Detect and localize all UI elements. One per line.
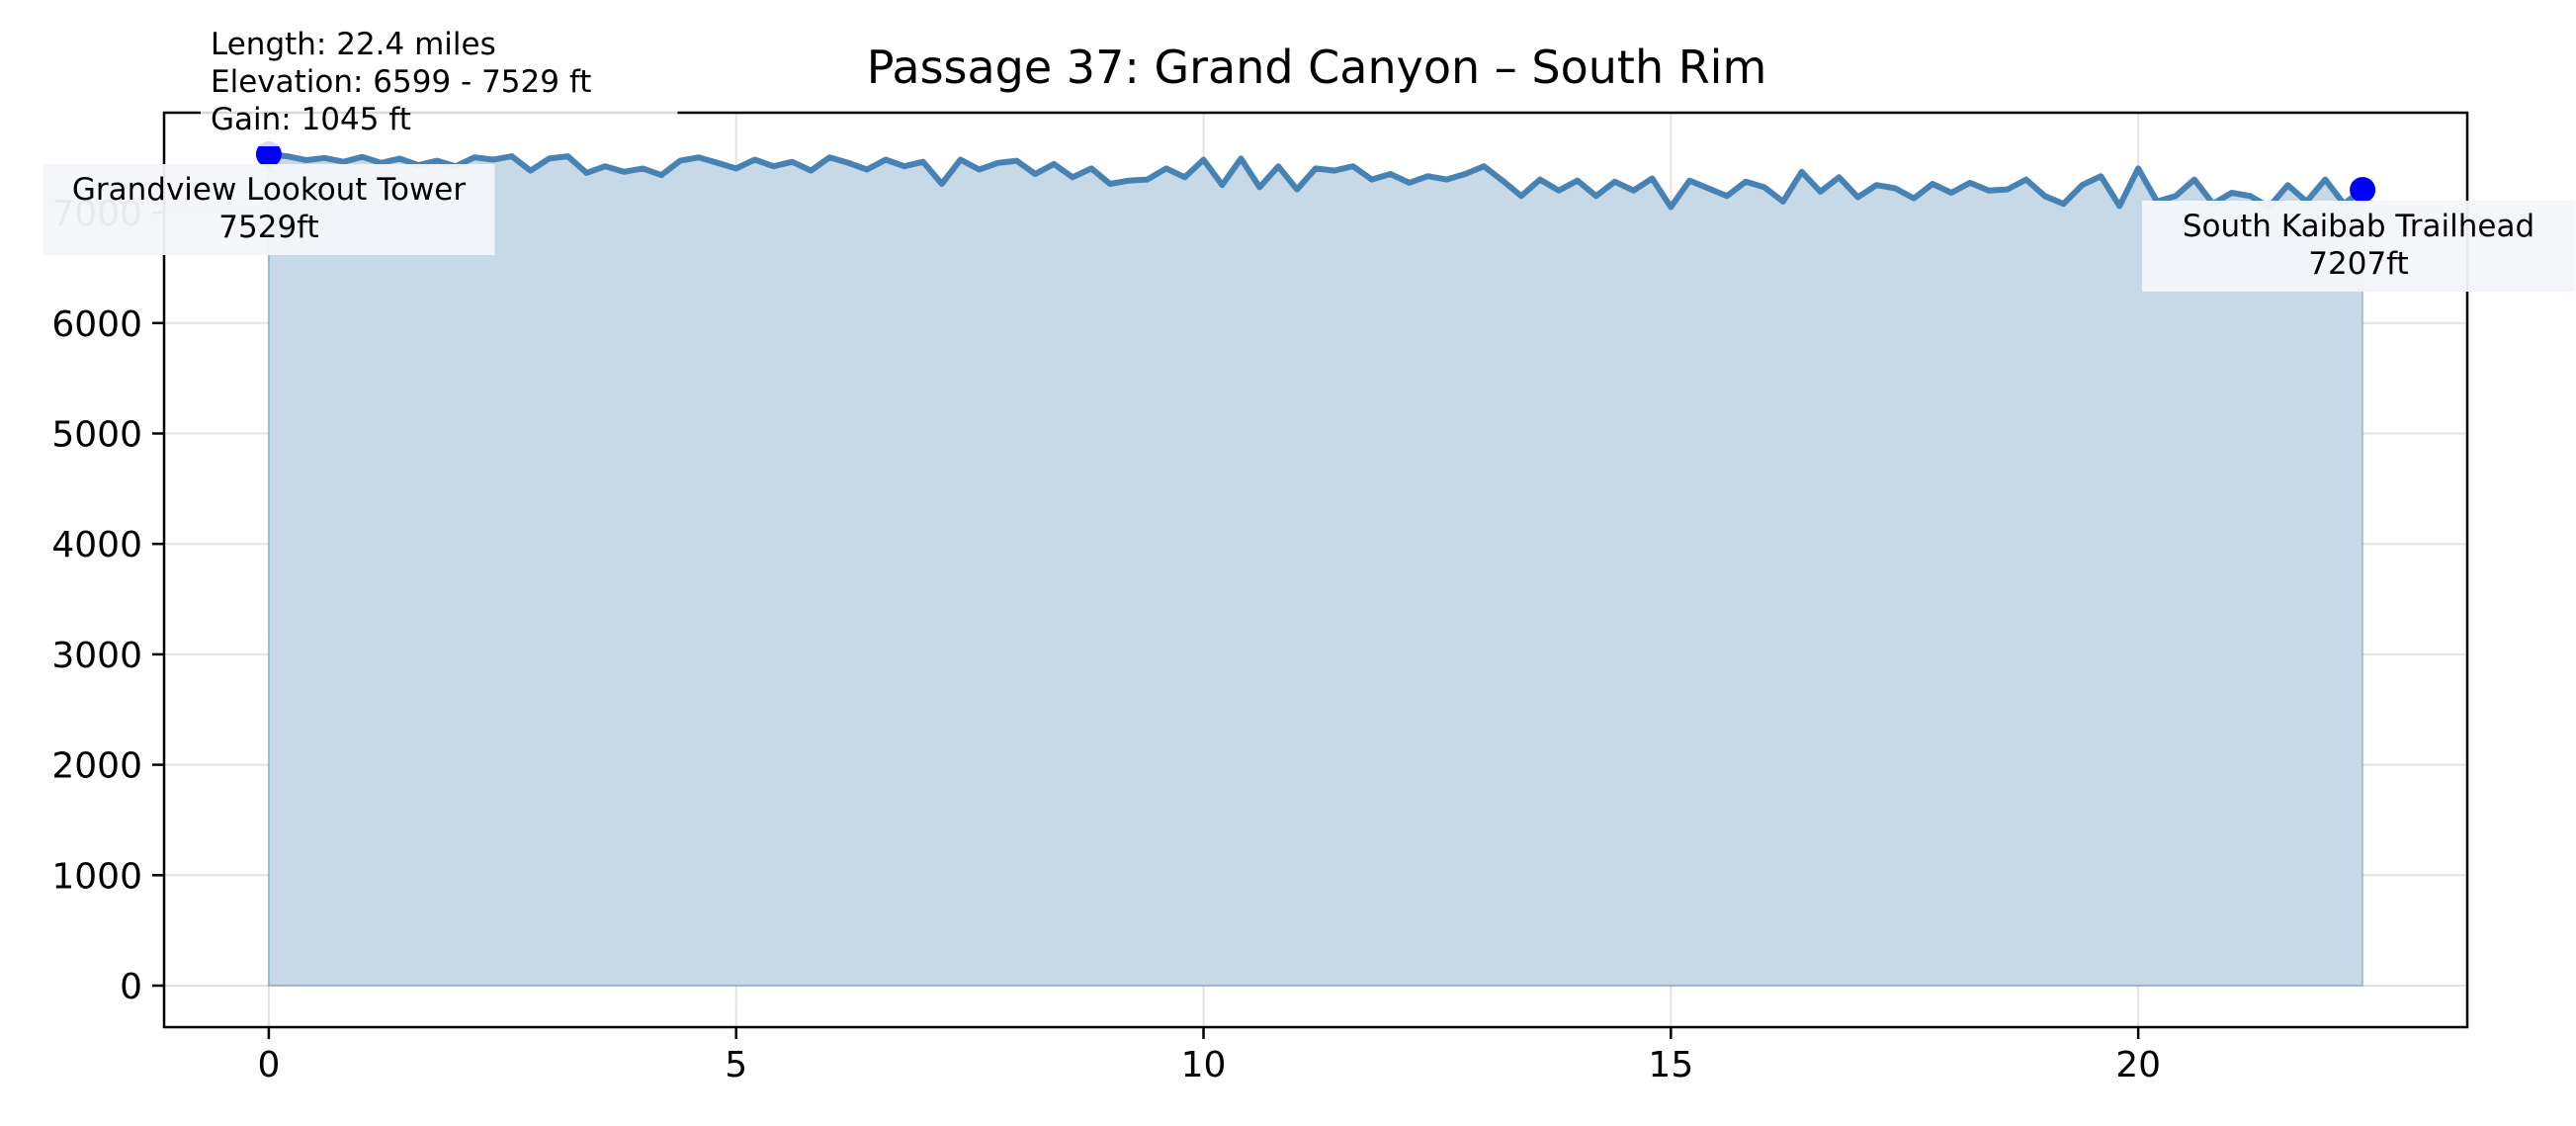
stats-box-background bbox=[201, 18, 678, 146]
waypoint-marker bbox=[255, 140, 282, 167]
x-tick-label: 20 bbox=[2115, 1045, 2161, 1085]
x-tick-label: 10 bbox=[1181, 1045, 1227, 1085]
stats-line: Elevation: 6599 - 7529 ft bbox=[211, 64, 591, 100]
elevation-area bbox=[267, 152, 2364, 987]
chart-title: Passage 37: Grand Canyon – South Rim bbox=[867, 41, 1767, 94]
x-tick-label: 0 bbox=[257, 1045, 280, 1085]
stats-line: Gain: 1045 ft bbox=[211, 102, 411, 137]
waypoint-annotation-box bbox=[43, 164, 495, 255]
waypoint-elevation: 7207ft bbox=[2308, 246, 2408, 282]
y-tick-label: 3000 bbox=[51, 636, 142, 676]
waypoint-annotation-box bbox=[2142, 201, 2575, 292]
y-tick-label: 4000 bbox=[51, 525, 142, 565]
waypoint-markers bbox=[255, 140, 2376, 203]
y-tick-label: 2000 bbox=[51, 746, 142, 787]
y-tick-label: 5000 bbox=[51, 414, 142, 455]
y-tick-label: 6000 bbox=[51, 304, 142, 345]
x-tick-label: 15 bbox=[1648, 1045, 1693, 1085]
waypoint-name: Grandview Lookout Tower bbox=[72, 172, 467, 208]
waypoint-elevation: 7529ft bbox=[218, 210, 318, 245]
y-tick-label: 1000 bbox=[51, 856, 142, 897]
waypoint-marker bbox=[2350, 176, 2376, 203]
stats-line: Length: 22.4 miles bbox=[211, 27, 496, 62]
x-tick-label: 5 bbox=[725, 1045, 747, 1085]
elevation-line bbox=[268, 151, 2364, 211]
y-tick-label: 0 bbox=[120, 967, 142, 1007]
plot-frame bbox=[162, 111, 2469, 1029]
waypoint-name: South Kaibab Trailhead bbox=[2183, 209, 2534, 244]
